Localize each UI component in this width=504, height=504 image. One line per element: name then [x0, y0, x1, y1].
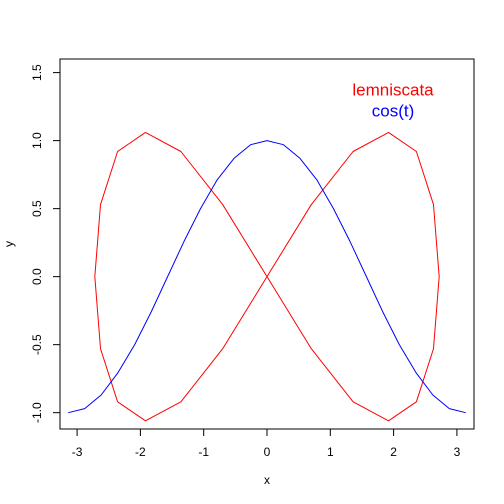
series-line — [94, 131, 440, 422]
y-tick-label: 1.0 — [30, 132, 44, 149]
y-axis-label: y — [2, 241, 16, 247]
x-tick-label: -1 — [198, 445, 209, 459]
legend-entry: lemniscata — [352, 80, 434, 99]
y-tick-label: 0.5 — [30, 200, 44, 217]
x-tick-label: -2 — [135, 445, 146, 459]
x-axis-label: x — [264, 473, 270, 487]
y-tick-label: 1.5 — [30, 64, 44, 81]
y-tick-label: -0.5 — [30, 334, 44, 355]
y-tick-label: -1.0 — [30, 402, 44, 423]
x-tick-label: 2 — [390, 445, 397, 459]
x-tick-label: 0 — [264, 445, 271, 459]
x-tick-label: 1 — [327, 445, 334, 459]
legend-entry: cos(t) — [372, 101, 415, 120]
series-line — [68, 140, 466, 414]
x-tick-label: -3 — [72, 445, 83, 459]
x-tick-label: 3 — [454, 445, 461, 459]
y-tick-label: 0.0 — [30, 268, 44, 285]
